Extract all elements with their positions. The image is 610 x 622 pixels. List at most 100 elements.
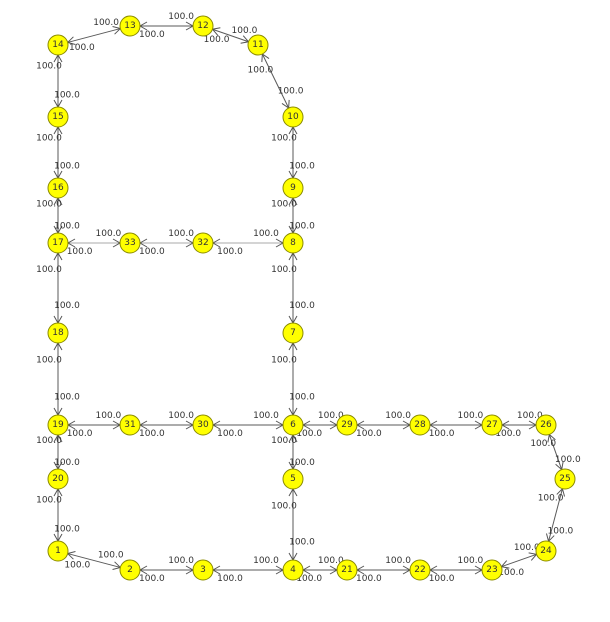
edge-26-27 — [500, 420, 538, 430]
node-circle[interactable] — [282, 106, 304, 128]
node-25[interactable]: 25 — [554, 468, 576, 490]
node-circle[interactable] — [282, 559, 304, 581]
node-15[interactable]: 15 — [47, 106, 69, 128]
node-32[interactable]: 32 — [192, 232, 214, 254]
edge-line — [261, 53, 290, 109]
node-circle[interactable] — [47, 414, 69, 436]
node-circle[interactable] — [282, 232, 304, 254]
node-33[interactable]: 33 — [119, 232, 141, 254]
node-label: 6 — [290, 420, 296, 430]
edge-weight-label: 100.0 — [271, 200, 297, 210]
node-circle[interactable] — [336, 414, 358, 436]
node-27[interactable]: 27 — [481, 414, 503, 436]
node-circle[interactable] — [119, 232, 141, 254]
node-circle[interactable] — [535, 540, 557, 562]
node-9[interactable]: 9 — [282, 177, 304, 199]
node-circle[interactable] — [119, 559, 141, 581]
node-circle[interactable] — [409, 559, 431, 581]
node-10[interactable]: 10 — [282, 106, 304, 128]
edge-weight-label: 100.0 — [36, 356, 62, 366]
edge-line — [67, 28, 121, 43]
node-label: 28 — [414, 420, 426, 430]
node-23[interactable]: 23 — [481, 559, 503, 581]
edge-weight-label: 100.0 — [385, 556, 411, 566]
node-circle[interactable] — [192, 414, 214, 436]
node-18[interactable]: 18 — [47, 322, 69, 344]
node-11[interactable]: 11 — [247, 34, 269, 56]
node-2[interactable]: 2 — [119, 559, 141, 581]
node-12[interactable]: 12 — [192, 15, 214, 37]
edge-weight-label: 100.0 — [64, 560, 90, 570]
node-14[interactable]: 14 — [47, 34, 69, 56]
node-3[interactable]: 3 — [192, 559, 214, 581]
node-circle[interactable] — [47, 34, 69, 56]
node-13[interactable]: 13 — [119, 15, 141, 37]
edge-weight-label: 100.0 — [36, 62, 62, 72]
edge-weight-label: 100.0 — [168, 12, 194, 22]
edge-weight-label: 100.0 — [168, 411, 194, 421]
node-4[interactable]: 4 — [282, 559, 304, 581]
node-circle[interactable] — [554, 468, 576, 490]
node-circle[interactable] — [282, 468, 304, 490]
node-circle[interactable] — [47, 232, 69, 254]
edge-weight-label: 100.0 — [548, 527, 574, 537]
node-circle[interactable] — [192, 15, 214, 37]
edge-weight-label: 100.0 — [271, 436, 297, 446]
node-16[interactable]: 16 — [47, 177, 69, 199]
edge-3-4 — [211, 565, 285, 575]
edge-23-24 — [500, 552, 538, 569]
node-22[interactable]: 22 — [409, 559, 431, 581]
weights-layer: 100.0100.0100.0100.0100.0100.0100.0100.0… — [36, 12, 581, 584]
node-20[interactable]: 20 — [47, 468, 69, 490]
node-28[interactable]: 28 — [409, 414, 431, 436]
edge-10-11 — [261, 53, 290, 109]
node-8[interactable]: 8 — [282, 232, 304, 254]
node-29[interactable]: 29 — [336, 414, 358, 436]
node-17[interactable]: 17 — [47, 232, 69, 254]
node-label: 4 — [290, 565, 296, 575]
edge-28-29 — [355, 420, 412, 430]
node-5[interactable]: 5 — [282, 468, 304, 490]
node-1[interactable]: 1 — [47, 540, 69, 562]
edges-layer — [53, 21, 566, 575]
edge-weight-label: 100.0 — [514, 543, 540, 553]
node-6[interactable]: 6 — [282, 414, 304, 436]
node-circle[interactable] — [282, 414, 304, 436]
node-circle[interactable] — [481, 559, 503, 581]
edge-weight-label: 100.0 — [356, 574, 382, 584]
node-7[interactable]: 7 — [282, 322, 304, 344]
edge-weight-label: 100.0 — [318, 556, 344, 566]
edge-weight-label: 100.0 — [289, 301, 315, 311]
node-circle[interactable] — [535, 414, 557, 436]
node-24[interactable]: 24 — [535, 540, 557, 562]
node-circle[interactable] — [282, 177, 304, 199]
node-circle[interactable] — [192, 232, 214, 254]
node-circle[interactable] — [409, 414, 431, 436]
node-label: 19 — [52, 420, 64, 430]
node-circle[interactable] — [119, 414, 141, 436]
node-31[interactable]: 31 — [119, 414, 141, 436]
node-label: 16 — [52, 183, 64, 193]
node-circle[interactable] — [282, 322, 304, 344]
node-circle[interactable] — [47, 177, 69, 199]
node-21[interactable]: 21 — [336, 559, 358, 581]
node-circle[interactable] — [247, 34, 269, 56]
node-30[interactable]: 30 — [192, 414, 214, 436]
node-circle[interactable] — [47, 106, 69, 128]
node-26[interactable]: 26 — [535, 414, 557, 436]
edge-weight-label: 100.0 — [289, 538, 315, 548]
edge-weight-label: 100.0 — [278, 86, 304, 96]
edge-weight-label: 100.0 — [289, 392, 315, 402]
node-circle[interactable] — [119, 15, 141, 37]
node-19[interactable]: 19 — [47, 414, 69, 436]
edge-21-22 — [355, 565, 412, 575]
edge-weight-label: 100.0 — [217, 429, 243, 439]
edge-29-6 — [301, 420, 339, 430]
node-circle[interactable] — [47, 540, 69, 562]
node-circle[interactable] — [481, 414, 503, 436]
node-circle[interactable] — [336, 559, 358, 581]
edge-weight-label: 100.0 — [139, 247, 165, 257]
node-circle[interactable] — [47, 322, 69, 344]
node-circle[interactable] — [192, 559, 214, 581]
node-circle[interactable] — [47, 468, 69, 490]
